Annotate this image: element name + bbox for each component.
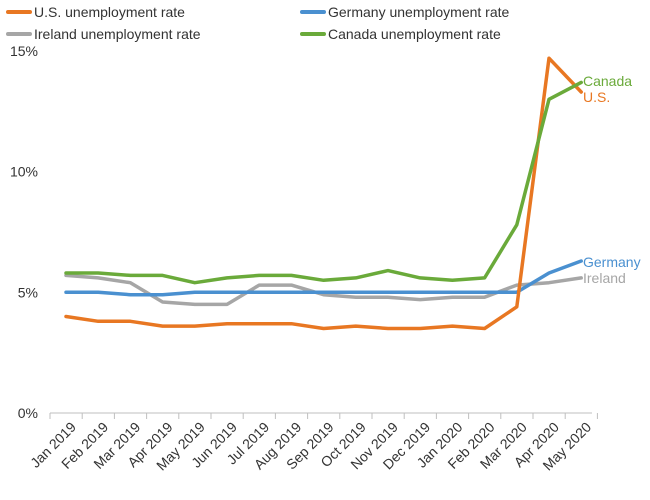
end-label: Ireland <box>583 270 626 286</box>
series-line-germany <box>64 259 583 297</box>
legend-label: Germany unemployment rate <box>328 4 510 20</box>
end-label: U.S. <box>583 89 610 105</box>
legend-entry: Ireland unemployment rate <box>6 26 201 42</box>
legend: U.S. unemployment rate Germany unemployme… <box>6 4 510 42</box>
y-tick-label: 15% <box>10 43 38 59</box>
legend-entry: U.S. unemployment rate <box>6 4 185 20</box>
y-axis: 0% 5% 10% 15% <box>10 43 38 421</box>
y-tick-label: 0% <box>18 405 38 421</box>
legend-entry: Germany unemployment rate <box>300 4 510 20</box>
legend-entry: Canada unemployment rate <box>300 26 501 42</box>
legend-label: Ireland unemployment rate <box>34 26 201 42</box>
legend-label: U.S. unemployment rate <box>34 4 185 20</box>
series-line-canada <box>64 80 583 285</box>
series-lines <box>64 56 583 331</box>
legend-label: Canada unemployment rate <box>328 26 501 42</box>
end-label: Canada <box>583 73 632 89</box>
y-tick-label: 5% <box>18 284 38 300</box>
y-tick-label: 10% <box>10 164 38 180</box>
series-line-us <box>64 56 583 331</box>
end-label: Germany <box>583 254 641 270</box>
